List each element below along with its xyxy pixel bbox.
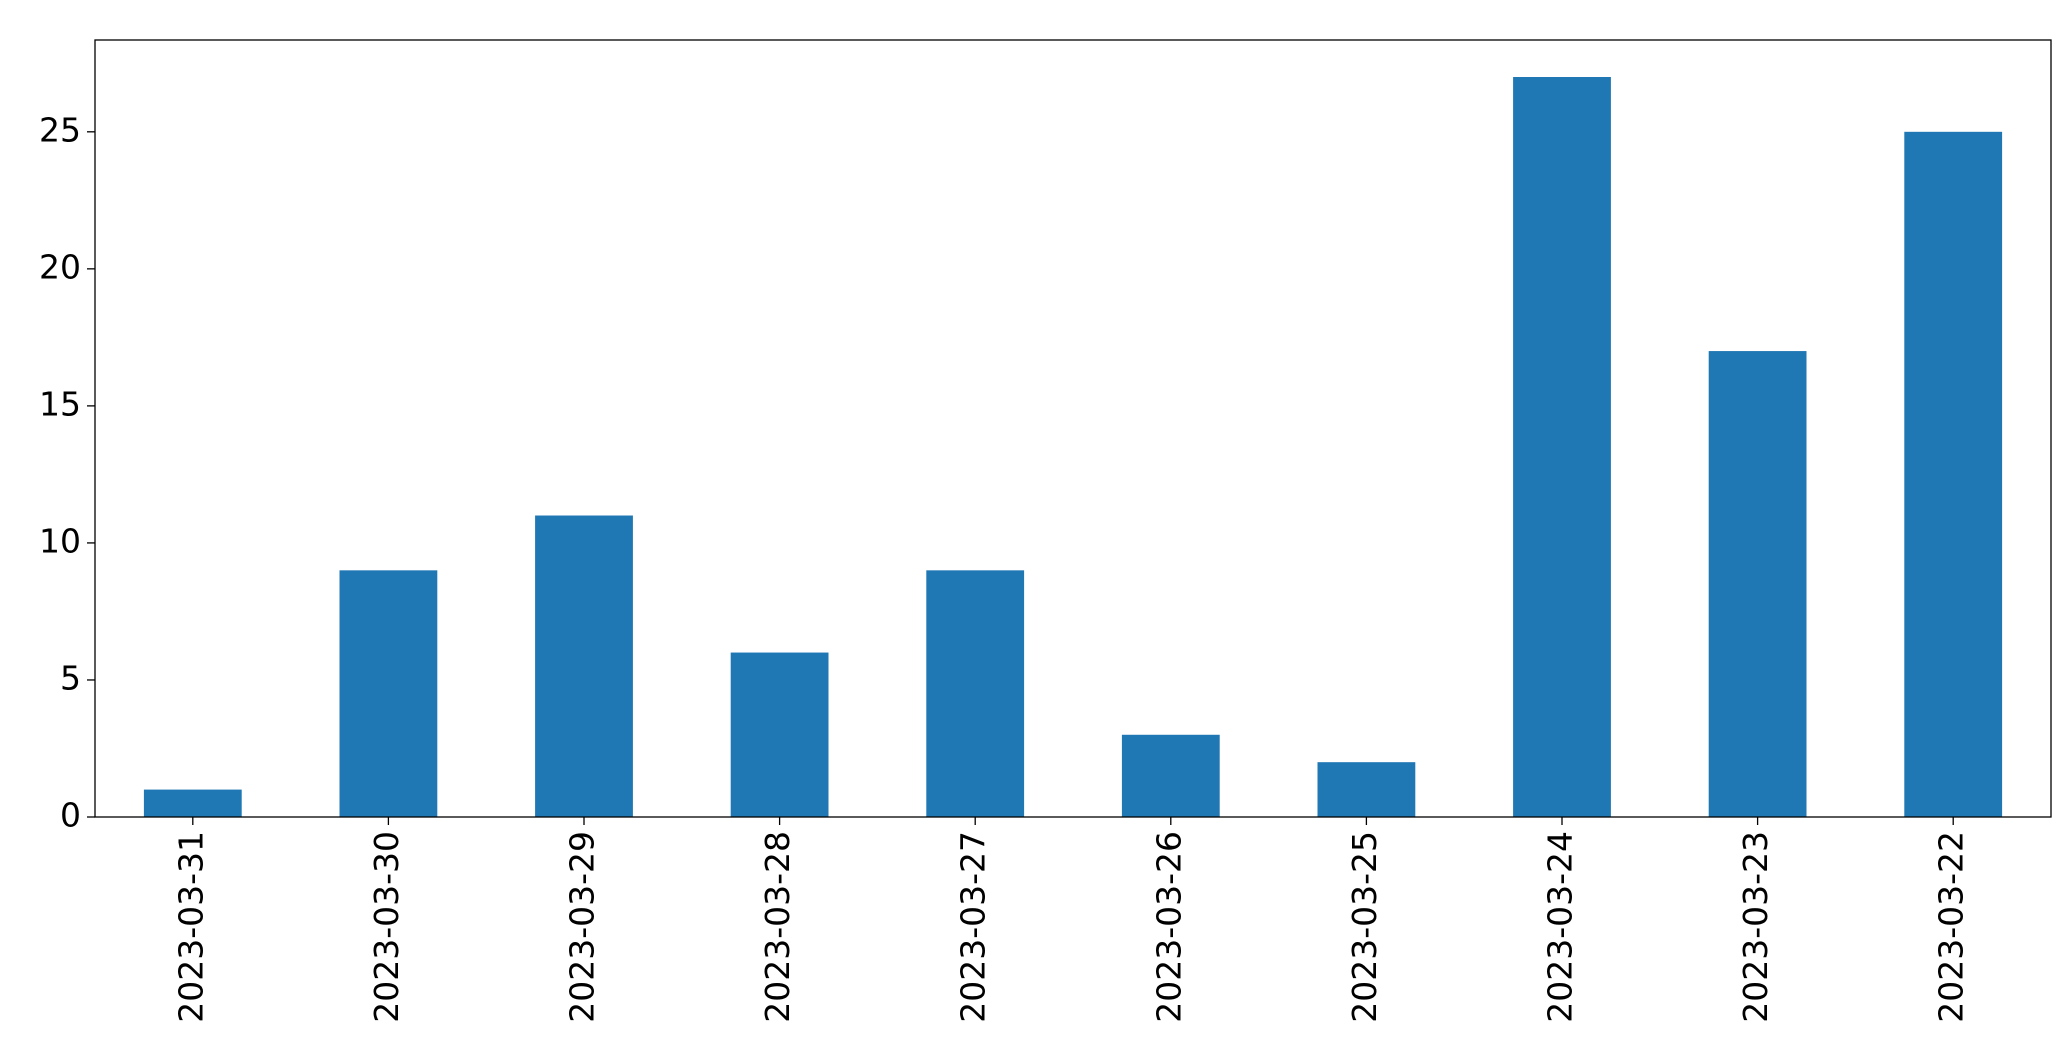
y-tick-label: 0 [60,796,81,835]
bar [143,789,242,817]
bar [1121,734,1220,817]
bar [1513,77,1611,817]
x-tick-label: 2023-03-22 [1932,831,1971,1023]
bar [1317,762,1416,817]
x-tick-label: 2023-03-25 [1345,831,1384,1023]
y-tick-label: 5 [60,658,81,697]
bar [1904,131,2003,817]
x-tick-label: 2023-03-31 [171,831,210,1023]
bar [1708,351,1807,817]
y-tick-label: 20 [39,247,81,286]
x-tick-label: 2023-03-26 [1149,831,1188,1023]
x-tick-label: 2023-03-23 [1736,831,1775,1023]
y-tick-label: 25 [39,110,81,149]
x-tick-label: 2023-03-28 [758,831,797,1023]
x-tick-label: 2023-03-24 [1541,831,1580,1023]
bar [730,652,829,817]
plot-frame [94,39,2052,818]
x-tick-label: 2023-03-27 [954,831,993,1023]
y-tick-label: 15 [39,384,81,423]
x-tick-label: 2023-03-29 [563,831,602,1023]
y-tick-label: 10 [39,521,81,560]
bar [926,570,1025,817]
bar [535,515,633,817]
x-tick-label: 2023-03-30 [367,831,406,1023]
bar [339,570,438,817]
